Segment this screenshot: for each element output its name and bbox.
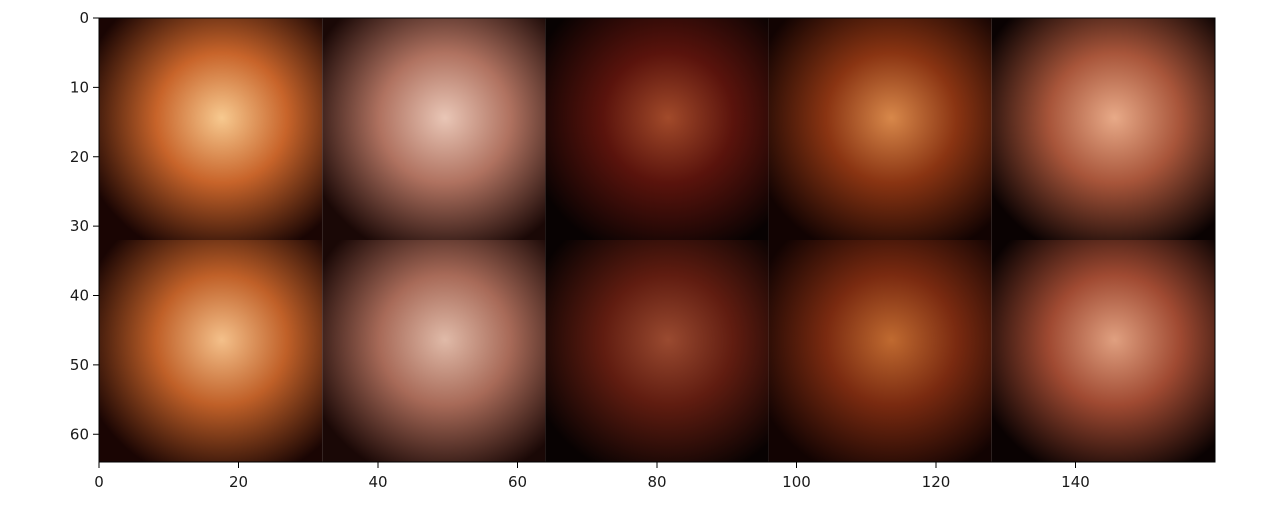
image-tile-r1-c4 <box>991 240 1215 462</box>
x-tick-label: 80 <box>647 473 666 491</box>
y-tick-label: 0 <box>79 9 89 27</box>
x-tick-label: 100 <box>782 473 811 491</box>
x-tick-label: 20 <box>229 473 248 491</box>
y-tick-label: 10 <box>70 78 89 96</box>
image-tile-r0-c0 <box>99 18 323 240</box>
x-tick-label: 60 <box>508 473 527 491</box>
y-axis: 0 10 20 30 40 50 60 <box>70 9 99 443</box>
image-tile-r1-c2 <box>545 240 769 462</box>
x-tick-label: 0 <box>94 473 104 491</box>
image-tile-r1-c0 <box>99 240 323 462</box>
image-tile-r0-c1 <box>322 18 546 240</box>
x-tick-label: 120 <box>922 473 951 491</box>
image-tile-r0-c4 <box>991 18 1215 240</box>
image-tile-r1-c1 <box>322 240 546 462</box>
image-tiles <box>99 18 1215 462</box>
image-tile-r0-c3 <box>768 18 992 240</box>
y-tick-label: 40 <box>70 287 89 305</box>
image-tile-r1-c3 <box>768 240 992 462</box>
x-tick-label: 140 <box>1061 473 1090 491</box>
y-tick-label: 50 <box>70 356 89 374</box>
image-tile-r0-c2 <box>545 18 769 240</box>
y-tick-label: 60 <box>70 425 89 443</box>
y-tick-label: 30 <box>70 217 89 235</box>
x-tick-label: 40 <box>368 473 387 491</box>
x-axis: 0 20 40 60 80 100 120 140 <box>94 462 1090 491</box>
y-tick-label: 20 <box>70 148 89 166</box>
